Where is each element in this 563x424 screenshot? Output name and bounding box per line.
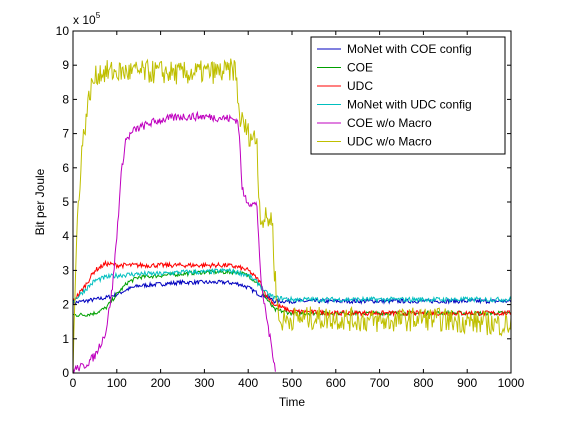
legend-box xyxy=(310,36,506,155)
x-tick-label: 500 xyxy=(282,376,302,390)
x-axis-label: Time xyxy=(279,395,306,409)
ticks-layer: 0 100 200 300 400 500 600 700 800 900 1000 0 1 2 3 4 5 6 7… xyxy=(56,24,525,390)
x-tick-label: 200 xyxy=(151,376,171,390)
x-tick-label: 1000 xyxy=(498,376,525,390)
y-tick-label: 4 xyxy=(62,229,69,243)
x-tick-label: 400 xyxy=(238,376,258,390)
y-multiplier-exponent: 5 xyxy=(96,11,101,20)
y-tick-label: 6 xyxy=(62,161,69,175)
series-line-3 xyxy=(72,267,512,304)
y-tick-label: 1 xyxy=(62,332,69,346)
y-tick-label: 8 xyxy=(62,92,69,106)
legend-label: MoNet with COE config xyxy=(347,42,472,56)
y-multiplier-label: x 105 xyxy=(73,11,101,27)
y-tick-label: 2 xyxy=(62,298,69,312)
legend-label: COE xyxy=(347,61,373,75)
x-tick-label: 700 xyxy=(370,376,390,390)
y-tick-label: 7 xyxy=(62,127,69,141)
series-line-5 xyxy=(72,58,512,373)
y-tick-label: 0 xyxy=(62,366,69,380)
legend-label: UDC w/o Macro xyxy=(347,135,432,149)
x-tick-label: 800 xyxy=(413,376,433,390)
series-line-2 xyxy=(72,259,512,318)
x-tick-label: 300 xyxy=(194,376,214,390)
series-line-0 xyxy=(72,278,512,306)
legend-label: COE w/o Macro xyxy=(347,116,432,130)
legend-label: MoNet with UDC config xyxy=(347,98,472,112)
x-tick-label: 100 xyxy=(107,376,127,390)
plot-border xyxy=(72,30,512,374)
x-tick-label: 900 xyxy=(457,376,477,390)
x-tick-label: 600 xyxy=(326,376,346,390)
legend-label: UDC xyxy=(347,79,373,93)
y-axis-label: Bit per Joule xyxy=(33,168,47,235)
y-tick-label: 3 xyxy=(62,263,69,277)
series-layer xyxy=(72,58,512,375)
series-line-4 xyxy=(72,110,276,375)
x-tick-label: 0 xyxy=(70,376,77,390)
y-tick-label: 10 xyxy=(56,24,70,38)
legend: MoNet with COE config COE UDC MoNet with UD… xyxy=(310,36,506,155)
y-tick-label: 5 xyxy=(62,195,69,209)
y-tick-label: 9 xyxy=(62,58,69,72)
